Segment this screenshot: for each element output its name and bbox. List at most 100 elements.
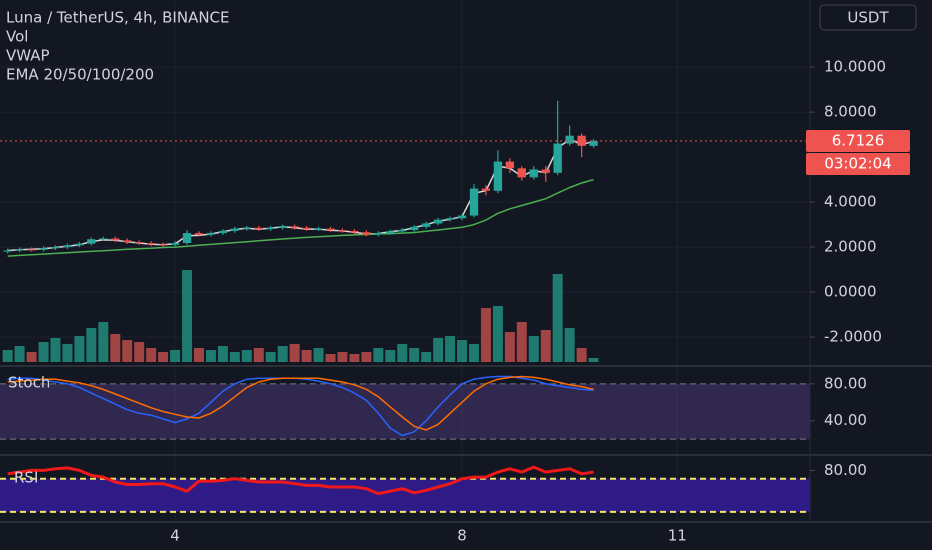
- volume-bar: [170, 350, 181, 362]
- candle-body: [146, 243, 156, 245]
- countdown-label: 03:02:04: [824, 155, 891, 173]
- countdown-box: [806, 153, 910, 176]
- y-tick-label: 2.0000: [824, 238, 877, 256]
- volume-bar: [2, 350, 13, 362]
- marks-layer: [0, 100, 810, 496]
- candle-body: [194, 233, 204, 235]
- candle-body: [517, 168, 526, 178]
- candle-body: [553, 143, 562, 173]
- volume-bar: [445, 336, 456, 362]
- pane-title: Stoch: [8, 374, 50, 392]
- volume-bar: [325, 354, 336, 362]
- candle-body: [242, 227, 251, 229]
- candle-body: [27, 249, 36, 251]
- candle-body: [505, 161, 515, 169]
- volume-bar: [433, 338, 444, 362]
- indicator-line: [7, 465, 594, 496]
- volume-bar: [552, 274, 563, 362]
- candle-body: [529, 169, 538, 178]
- volume-bar: [193, 348, 204, 362]
- volume-bar: [540, 330, 551, 362]
- candle-body: [170, 243, 180, 245]
- candle-body: [421, 223, 431, 227]
- y-tick-label: -2.0000: [824, 328, 882, 346]
- volume-bar: [337, 352, 348, 362]
- candle-body: [182, 233, 192, 244]
- candle-body: [314, 228, 323, 230]
- candle-body: [445, 218, 455, 220]
- y-tick-label: 80.00: [824, 374, 867, 392]
- candle-body: [350, 230, 359, 233]
- candle-body: [206, 233, 216, 235]
- y-tick-label: 80.00: [824, 461, 867, 479]
- volume-bar: [74, 336, 85, 362]
- candle-body: [338, 230, 347, 232]
- volume-bar: [301, 350, 312, 362]
- legend-entry: Vol: [6, 28, 28, 46]
- volume-bar: [205, 350, 216, 362]
- candle-body: [481, 188, 491, 191]
- volume-bar: [313, 348, 324, 362]
- currency-button[interactable]: [819, 4, 917, 31]
- x-tick-label: 4: [170, 527, 180, 545]
- candle-body: [410, 226, 419, 230]
- candle-body: [3, 250, 12, 252]
- candle-body: [158, 244, 168, 246]
- candle-body: [398, 229, 407, 232]
- candle-body: [326, 228, 335, 231]
- volume-bar: [361, 352, 372, 362]
- volume-bar: [349, 354, 360, 362]
- volume-bar: [480, 308, 491, 362]
- indicator-line: [7, 375, 594, 431]
- volume-bar: [564, 328, 575, 362]
- volume-bar: [457, 340, 468, 362]
- y-tick-label: 40.00: [824, 411, 867, 429]
- volume-bar: [158, 352, 169, 362]
- candle-body: [39, 248, 48, 250]
- volume-bar: [241, 350, 252, 362]
- candle-body: [433, 219, 443, 224]
- volume-bar: [253, 348, 264, 362]
- candle-body: [386, 231, 395, 234]
- candle-body: [362, 232, 371, 235]
- volume-bar: [50, 338, 61, 362]
- candle-body: [99, 238, 108, 240]
- candle-body: [565, 135, 574, 144]
- legend-entry: VWAP: [6, 47, 50, 65]
- volume-bar: [588, 358, 599, 362]
- y-tick-label: 0.0000: [824, 283, 877, 301]
- volume-bar: [504, 332, 515, 362]
- volume-bar: [217, 346, 228, 362]
- label-layer: Luna / TetherUS, 4h, BINANCE Vol VWAP EM…: [6, 4, 917, 545]
- volume-bar: [397, 344, 408, 362]
- volume-bar: [469, 344, 480, 362]
- candle-body: [374, 233, 383, 235]
- y-tick-label: 10.0000: [824, 58, 886, 76]
- volume-bar: [516, 322, 527, 362]
- candle-body: [111, 238, 120, 241]
- volume-bar: [229, 352, 240, 362]
- volume-bar: [492, 306, 503, 362]
- candle-body: [63, 245, 72, 248]
- volume-bar: [528, 336, 539, 362]
- volume-bar: [289, 344, 300, 362]
- candle-body: [254, 227, 263, 230]
- volume-bar: [385, 350, 396, 362]
- candle-body: [278, 226, 287, 228]
- x-tick-label: 11: [668, 527, 687, 545]
- pane-title: RSI: [14, 469, 38, 487]
- candle-body: [15, 249, 24, 251]
- volume-bar: [134, 342, 145, 362]
- candle-body: [302, 227, 311, 230]
- volume-bar: [373, 348, 384, 362]
- band-fill: [0, 383, 810, 440]
- currency-label[interactable]: USDT: [847, 9, 889, 27]
- candle-body: [123, 240, 132, 243]
- volume-bar: [86, 328, 97, 362]
- candle-body: [290, 226, 299, 228]
- chart-title: Luna / TetherUS, 4h, BINANCE: [6, 9, 230, 27]
- candle-body: [87, 239, 96, 244]
